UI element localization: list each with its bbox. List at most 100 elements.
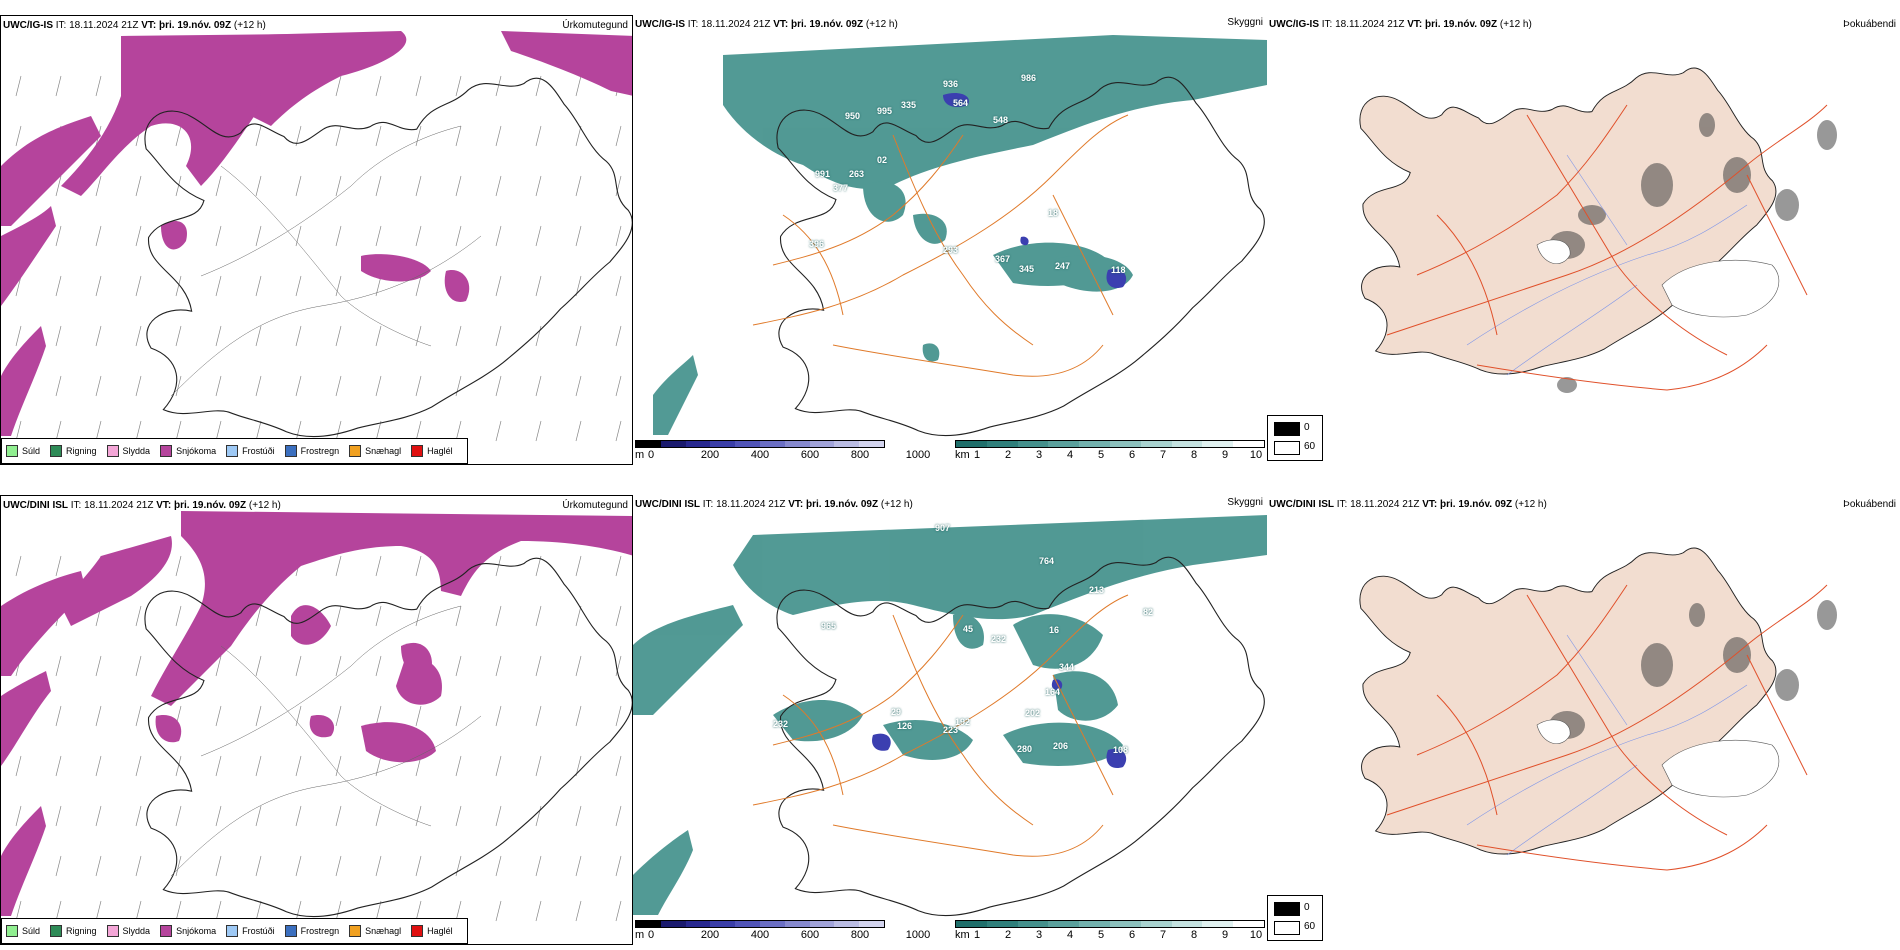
legend-swatch [106, 445, 119, 457]
panel-title: Þokuábendi [1843, 499, 1896, 510]
fog-panel-2: UWC/DINI ISL IT: 18.11.2024 21Z VT: þri.… [1267, 495, 1900, 945]
panel-title: Úrkomutegund [562, 20, 628, 31]
roads [752, 594, 1129, 857]
rivers [1466, 154, 1748, 376]
init-time: 18.11.2024 21Z [69, 20, 139, 31]
height-colorbar: m 0 200 400 600 800 1000 [635, 920, 930, 942]
legend-swatch [226, 925, 239, 937]
legend-item: Rigning [50, 925, 97, 937]
legend-item: Frostregn [284, 445, 339, 457]
fog-legend-swatch [1274, 441, 1300, 455]
fog-roads [1386, 584, 1828, 871]
visibility-colorbar: km 1 2 3 4 5 6 7 8 9 10 [955, 920, 1265, 942]
fog-legend: 0 60 [1267, 895, 1323, 941]
wind-barbs [15, 75, 622, 442]
legend-swatch [106, 925, 119, 937]
run-header: UWC/IG-IS IT: 18.11.2024 21Z VT: þri. 19… [635, 19, 898, 30]
panel-title: Úrkomutegund [562, 500, 628, 511]
vt-label: VT: [141, 20, 157, 31]
legend-item: Snjókoma [160, 445, 216, 457]
visibility-panel-1: UWC/IG-IS IT: 18.11.2024 21Z VT: þri. 19… [633, 15, 1267, 465]
valid-time: þri. 19.nóv. 09Z [159, 20, 232, 31]
visibility-colorbar: km 1 2 3 4 5 6 7 8 9 10 [955, 440, 1265, 462]
legend-item: Snæhagl [349, 445, 401, 457]
run-header: UWC/DINI ISL IT: 18.11.2024 21Z VT: þri.… [1269, 499, 1547, 510]
legend-swatch [349, 925, 362, 937]
legend-item: Súld [6, 925, 40, 937]
run-header: UWC/IG-IS IT: 18.11.2024 21Z VT: þri. 19… [1269, 19, 1532, 30]
legend-swatch [226, 445, 239, 457]
legend-swatch [6, 925, 18, 937]
legend-swatch [50, 925, 63, 937]
legend-item: Frostregn [284, 925, 339, 937]
legend-swatch [160, 925, 173, 937]
legend-swatch [6, 445, 18, 457]
rivers [1466, 634, 1748, 856]
legend-swatch [284, 445, 297, 457]
legend-item: Frostúði [226, 445, 275, 457]
fog-map [1359, 67, 1837, 393]
roads [752, 114, 1129, 377]
height-colorbar: m 0 200 400 600 800 1000 [635, 440, 930, 462]
legend-swatch [284, 925, 297, 937]
legend-item: Slydda [106, 445, 150, 457]
fog-legend-label: 0 [1304, 422, 1310, 433]
low-visibility-areas [653, 35, 1267, 435]
lead-time: (+12 h) [233, 20, 266, 31]
legend-item: Snjókoma [160, 925, 216, 937]
precip-type-panel-2: UWC/DINI ISL IT: 18.11.2024 21Z VT: þri.… [0, 495, 633, 945]
snow-areas [1, 511, 632, 916]
legend-item: Snæhagl [349, 925, 401, 937]
legend-item: Haglél [411, 445, 453, 457]
legend-item: Súld [6, 445, 40, 457]
roads [170, 125, 482, 397]
legend-swatch [160, 445, 173, 457]
height-colorbar-bar [635, 440, 885, 448]
precip-map [1, 511, 632, 922]
height-colorbar-bar [635, 920, 885, 928]
fog-legend: 0 60 [1267, 415, 1323, 461]
fog-roads [1386, 104, 1828, 391]
legend-swatch [411, 445, 424, 457]
legend-item: Frostúði [226, 925, 275, 937]
precip-map [1, 31, 632, 442]
precip-type-legend: Súld Rigning Slydda Snjókoma Frostúði Fr… [1, 918, 468, 944]
visibility-colorbar-bar [955, 440, 1265, 448]
low-cloud-base [872, 679, 1127, 769]
run-header: UWC/IG-IS IT: 18.11.2024 21Z VT: þri. 19… [3, 20, 266, 31]
legend-swatch [411, 925, 424, 937]
panel-title: Skyggni [1227, 497, 1263, 508]
model-name: UWC/DINI ISL [3, 500, 68, 511]
legend-swatch [349, 445, 362, 457]
snow-areas [1, 31, 632, 436]
fog-legend-swatch [1274, 921, 1300, 935]
low-visibility-areas [633, 515, 1267, 915]
visibility-colorbar-bar [955, 920, 1265, 928]
visibility-unit: km [955, 449, 970, 461]
visibility-map [653, 35, 1267, 437]
run-header: UWC/DINI ISL IT: 18.11.2024 21Z VT: þri.… [3, 500, 281, 511]
fog-legend-swatch [1274, 422, 1300, 436]
visibility-panel-2: UWC/DINI ISL IT: 18.11.2024 21Z VT: þri.… [633, 495, 1267, 945]
fog-legend-label: 60 [1304, 441, 1316, 452]
legend-item: Rigning [50, 445, 97, 457]
it-label: IT: [55, 20, 67, 31]
valid-time: þri. 19.nóv. 09Z [174, 500, 247, 511]
low-cloud-base [943, 93, 1127, 289]
fog-legend-swatch [1274, 902, 1300, 916]
lead-time: (+12 h) [248, 500, 281, 511]
roads [170, 605, 482, 877]
precip-type-panel-1: UWC/IG-IS IT: 18.11.2024 21Z VT: þri. 19… [0, 15, 633, 465]
fog-shading [1549, 113, 1837, 393]
glacier-white [1536, 719, 1780, 798]
precip-type-legend: Súld Rigning Slydda Snjókoma Frostúði Fr… [1, 438, 468, 464]
panel-title: Þokuábendi [1843, 19, 1896, 30]
legend-item: Slydda [106, 925, 150, 937]
panel-title: Skyggni [1227, 17, 1263, 28]
legend-swatch [50, 445, 63, 457]
fog-legend-label: 60 [1304, 921, 1316, 932]
height-unit: m [635, 449, 645, 461]
fog-panel-1: UWC/IG-IS IT: 18.11.2024 21Z VT: þri. 19… [1267, 15, 1900, 465]
fog-map [1359, 547, 1837, 871]
model-name: UWC/IG-IS [3, 20, 53, 31]
